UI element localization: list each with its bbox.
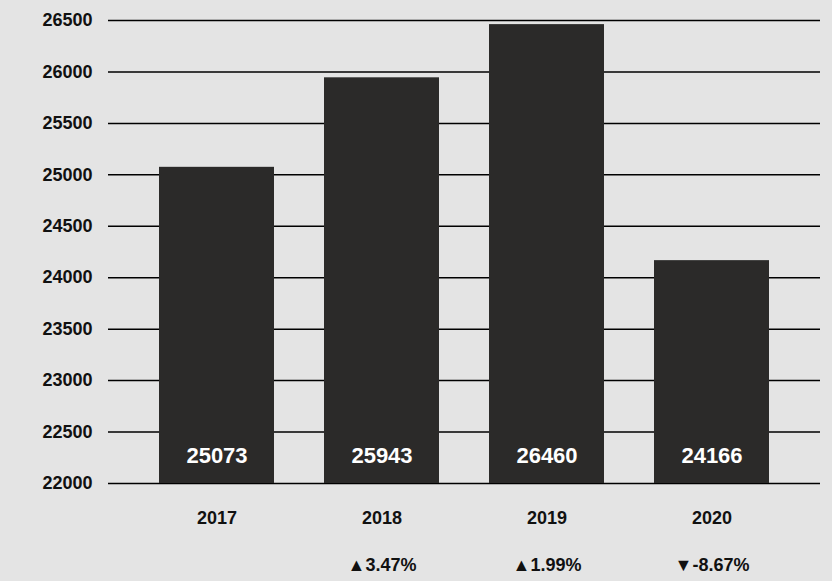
svg-text:26500: 26500: [42, 10, 92, 30]
svg-text:▼-8.67%: ▼-8.67%: [675, 555, 750, 575]
svg-text:2017: 2017: [197, 508, 237, 528]
svg-text:25000: 25000: [42, 165, 92, 185]
svg-text:▲1.99%: ▲1.99%: [513, 555, 582, 575]
svg-text:2018: 2018: [362, 508, 402, 528]
svg-text:▲3.47%: ▲3.47%: [348, 555, 417, 575]
svg-text:24000: 24000: [42, 267, 92, 287]
svg-text:25073: 25073: [186, 443, 247, 468]
svg-text:22000: 22000: [42, 473, 92, 493]
svg-text:23500: 23500: [42, 319, 92, 339]
svg-text:26460: 26460: [516, 443, 577, 468]
svg-text:25943: 25943: [351, 443, 412, 468]
svg-text:2020: 2020: [692, 508, 732, 528]
svg-text:22500: 22500: [42, 422, 92, 442]
svg-text:24500: 24500: [42, 216, 92, 236]
svg-text:25500: 25500: [42, 113, 92, 133]
svg-text:23000: 23000: [42, 370, 92, 390]
svg-text:2019: 2019: [527, 508, 567, 528]
svg-text:26000: 26000: [42, 62, 92, 82]
svg-text:24166: 24166: [681, 443, 742, 468]
